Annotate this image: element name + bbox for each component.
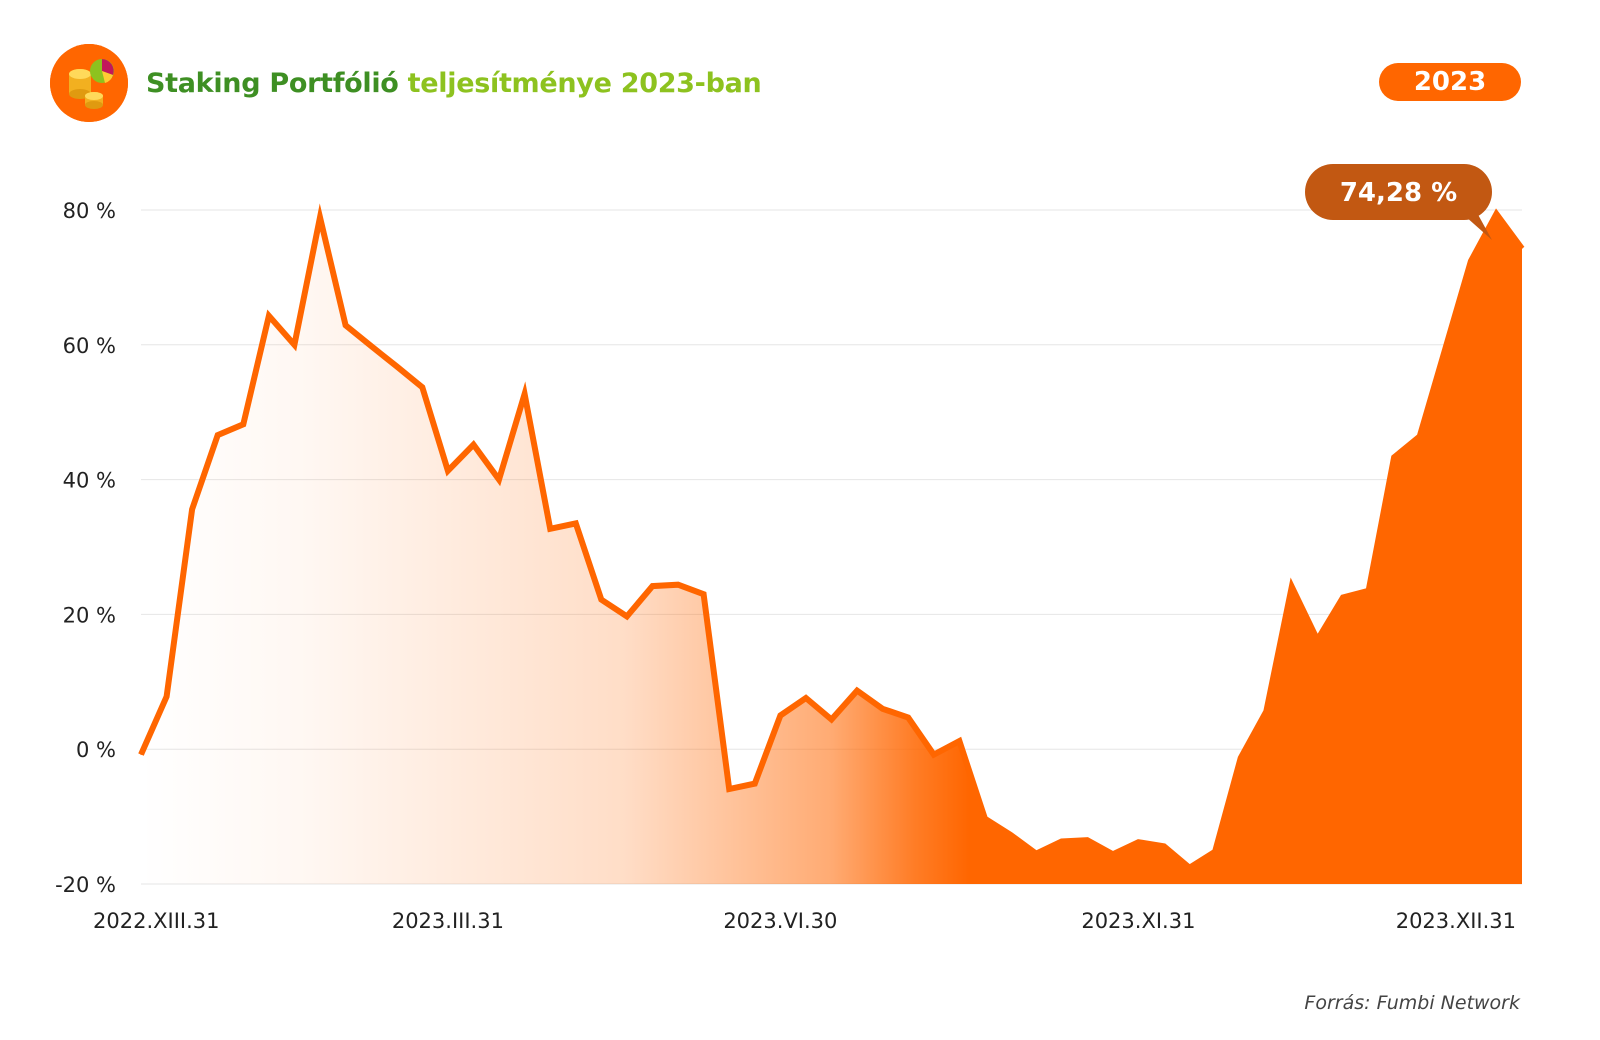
chart-header: Staking Portfólió teljesítménye 2023-ban bbox=[50, 44, 762, 122]
data-point bbox=[754, 783, 756, 785]
data-point bbox=[1086, 839, 1088, 841]
data-point bbox=[1316, 639, 1318, 641]
y-tick-label: -20 % bbox=[55, 873, 116, 897]
series-area bbox=[141, 214, 1522, 884]
data-point bbox=[140, 754, 142, 756]
data-point bbox=[651, 585, 653, 587]
data-point bbox=[498, 479, 500, 481]
y-tick-label: 20 % bbox=[63, 603, 116, 627]
data-point bbox=[217, 434, 219, 436]
data-point bbox=[1240, 757, 1242, 759]
x-tick-label: 2023.XII.31 bbox=[1396, 909, 1516, 933]
data-point bbox=[191, 508, 193, 510]
data-point bbox=[882, 708, 884, 710]
data-point bbox=[856, 690, 858, 692]
source-note: Forrás: Fumbi Network bbox=[1304, 992, 1520, 1014]
data-point bbox=[524, 393, 526, 395]
data-point bbox=[166, 696, 168, 698]
data-point bbox=[677, 584, 679, 586]
data-point bbox=[626, 615, 628, 617]
y-tick-label: 60 % bbox=[63, 334, 116, 358]
y-tick-label: 40 % bbox=[63, 469, 116, 493]
data-point bbox=[1189, 867, 1191, 869]
final-value-label: 74,28 % bbox=[1340, 178, 1457, 208]
data-point bbox=[370, 345, 372, 347]
data-point bbox=[1112, 853, 1114, 855]
data-point bbox=[242, 423, 244, 425]
year-badge: 2023 bbox=[1379, 63, 1521, 101]
data-point bbox=[1137, 841, 1139, 843]
data-point bbox=[1393, 456, 1395, 458]
data-point bbox=[779, 715, 781, 716]
data-point bbox=[831, 719, 832, 721]
x-tick-label: 2023.VI.30 bbox=[723, 909, 837, 933]
x-tick-label: 2022.XIII.31 bbox=[93, 909, 219, 933]
data-point bbox=[421, 386, 423, 388]
y-tick-label: 0 % bbox=[76, 738, 116, 762]
data-point bbox=[549, 528, 551, 530]
data-point bbox=[1521, 248, 1523, 250]
data-point bbox=[958, 740, 960, 742]
data-point bbox=[1010, 834, 1012, 836]
data-point bbox=[1163, 845, 1165, 847]
data-point bbox=[396, 365, 398, 367]
y-tick-label: 80 % bbox=[63, 199, 116, 223]
data-point bbox=[1342, 597, 1344, 599]
data-point bbox=[933, 754, 935, 756]
data-point bbox=[345, 324, 347, 326]
chart-title: Staking Portfólió teljesítménye 2023-ban bbox=[146, 67, 762, 99]
data-point bbox=[1470, 260, 1472, 262]
callout-bubble bbox=[1305, 164, 1492, 220]
data-point bbox=[1444, 348, 1446, 350]
data-point bbox=[1419, 435, 1421, 437]
x-tick-label: 2023.III.31 bbox=[392, 909, 504, 933]
data-point bbox=[1265, 710, 1267, 712]
data-point bbox=[1291, 586, 1293, 588]
data-point bbox=[907, 717, 909, 719]
title-part-1: Staking Portfólió bbox=[146, 67, 399, 99]
data-point bbox=[600, 599, 602, 601]
callout-pointer bbox=[1456, 200, 1492, 240]
data-point bbox=[703, 593, 705, 595]
data-point bbox=[293, 344, 295, 346]
title-part-2: teljesítménye 2023-ban bbox=[407, 67, 762, 99]
data-point bbox=[268, 315, 270, 317]
x-tick-label: 2023.XI.31 bbox=[1081, 909, 1195, 933]
data-point bbox=[1368, 590, 1370, 592]
data-point bbox=[1495, 213, 1497, 215]
data-point bbox=[319, 216, 321, 218]
data-point bbox=[1035, 853, 1037, 855]
data-point bbox=[575, 522, 577, 524]
data-point bbox=[805, 697, 807, 699]
data-point bbox=[1061, 841, 1063, 843]
data-point bbox=[1214, 851, 1216, 853]
data-point bbox=[984, 818, 986, 820]
coins-pie-chart-icon bbox=[50, 44, 128, 122]
data-point bbox=[728, 788, 730, 790]
data-point bbox=[472, 444, 474, 446]
data-point bbox=[447, 470, 449, 472]
